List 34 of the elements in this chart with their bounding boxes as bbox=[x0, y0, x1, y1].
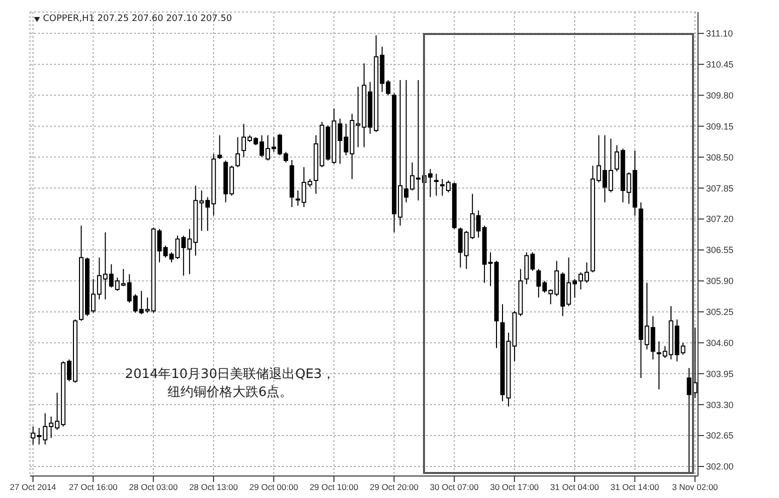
candlestick bbox=[686, 367, 692, 474]
x-tick-label: 3 Nov 02:00 bbox=[672, 482, 718, 492]
y-tick-label: 303.30 bbox=[706, 400, 734, 410]
x-tick-label: 29 Oct 00:00 bbox=[249, 482, 298, 492]
candlestick bbox=[434, 173, 439, 196]
y-tick-label: 310.45 bbox=[706, 60, 734, 70]
x-tick-label: 28 Oct 03:00 bbox=[129, 482, 178, 492]
x-tick-label: 29 Oct 10:00 bbox=[310, 482, 359, 492]
x-tick-label: 31 Oct 04:00 bbox=[550, 482, 600, 492]
x-tick-label: 30 Oct 07:00 bbox=[430, 482, 479, 492]
y-tick-label: 309.15 bbox=[706, 121, 734, 132]
x-tick-label: 27 Oct 16:00 bbox=[68, 482, 118, 492]
y-tick-label: 306.55 bbox=[706, 245, 734, 256]
y-tick-label: 305.90 bbox=[706, 276, 734, 286]
y-tick-label: 303.95 bbox=[706, 368, 734, 379]
y-tick-label: 305.25 bbox=[706, 307, 734, 318]
x-tick-label: 28 Oct 13:00 bbox=[189, 482, 238, 492]
annotation: 纽约铜价格大跌6点。 bbox=[166, 384, 294, 402]
y-tick-label: 311.10 bbox=[706, 28, 733, 39]
x-tick-label: 31 Oct 14:00 bbox=[610, 482, 660, 492]
y-tick-label: 304.60 bbox=[706, 338, 734, 348]
x-tick-label: 27 Oct 2014 bbox=[10, 482, 56, 492]
x-tick-label: 29 Oct 20:00 bbox=[370, 482, 419, 492]
y-tick-label: 307.20 bbox=[706, 214, 734, 224]
y-tick-label: 302.00 bbox=[706, 462, 734, 472]
annotation: 2014年10月30日美联储退出QE3， bbox=[124, 366, 336, 384]
y-tick-label: 308.50 bbox=[706, 152, 734, 162]
y-tick-label: 309.80 bbox=[706, 90, 734, 100]
candlestick bbox=[217, 134, 222, 160]
chart-title: COPPER,H1 207.25 207.60 207.10 207.50 bbox=[43, 14, 232, 24]
y-tick-label: 307.85 bbox=[706, 183, 734, 194]
x-tick-label: 30 Oct 17:00 bbox=[490, 482, 540, 492]
y-tick-label: 302.65 bbox=[706, 430, 734, 441]
candlestick bbox=[235, 136, 240, 168]
